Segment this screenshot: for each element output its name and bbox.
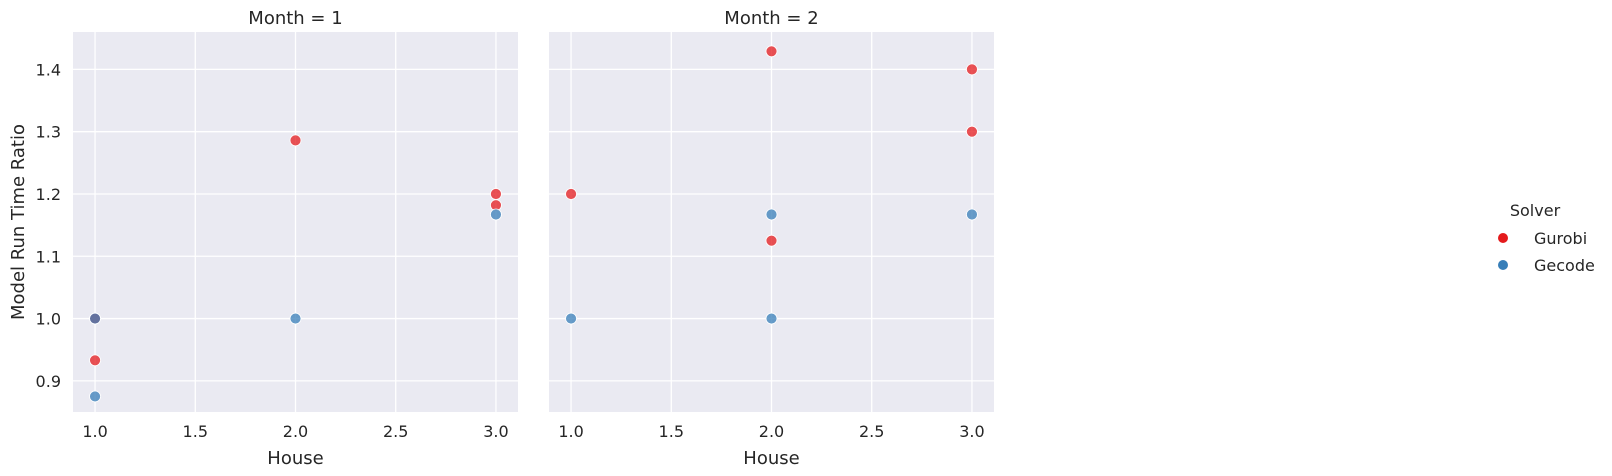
data-point-gecode xyxy=(89,390,101,403)
legend-marker-gecode xyxy=(1498,260,1508,270)
y-axis-label: Model Run Time Ratio xyxy=(8,124,29,320)
panel-month-2: 1.0 1.5 2.0 2.5 3.0 Month = 2 House xyxy=(549,8,994,469)
data-point-gecode xyxy=(765,312,778,325)
data-point-gurobi xyxy=(966,125,978,138)
x-tick-label: 1.0 xyxy=(82,422,107,441)
x-axis-label: House xyxy=(743,448,799,469)
y-tick-label: 1.2 xyxy=(36,185,61,204)
x-tick-label: 1.5 xyxy=(659,422,684,441)
data-point-gurobi xyxy=(89,354,101,367)
x-tick-label: 3.0 xyxy=(959,422,984,441)
x-axis-label: House xyxy=(267,448,323,469)
data-point-gecode xyxy=(565,312,577,325)
data-point-gecode xyxy=(89,312,101,325)
x-tick-label: 1.5 xyxy=(183,422,208,441)
data-point-gecode xyxy=(966,208,978,221)
x-tick-label: 3.0 xyxy=(483,422,508,441)
data-point-gurobi xyxy=(765,45,778,58)
panel-month-1: 1.0 1.5 2.0 2.5 3.0 0.9 1.0 1.1 1.2 1.3 1.4 Month =… xyxy=(8,8,518,469)
y-tick-label: 1.0 xyxy=(36,310,61,329)
x-tick-label: 2.5 xyxy=(859,422,884,441)
data-point-gecode xyxy=(490,208,502,221)
x-tick-label: 2.0 xyxy=(283,422,308,441)
data-point-gurobi xyxy=(565,188,577,200)
data-point-gurobi xyxy=(765,234,778,247)
legend-marker-gurobi xyxy=(1498,233,1508,243)
panel-title: Month = 1 xyxy=(248,8,342,29)
y-tick-label: 0.9 xyxy=(36,372,61,391)
panel-title: Month = 2 xyxy=(724,8,818,29)
x-tick-label: 1.0 xyxy=(558,422,583,441)
data-point-gurobi xyxy=(490,188,502,200)
legend-label-gurobi: Gurobi xyxy=(1534,229,1587,248)
data-point-gurobi xyxy=(966,63,978,76)
legend-label-gecode: Gecode xyxy=(1534,256,1595,275)
data-point-gecode xyxy=(765,208,778,221)
legend-title: Solver xyxy=(1510,201,1561,220)
x-tick-label: 2.5 xyxy=(383,422,408,441)
x-tick-label: 2.0 xyxy=(759,422,784,441)
y-tick-label: 1.3 xyxy=(36,123,61,142)
legend: Solver Gurobi Gecode xyxy=(1498,201,1595,275)
data-point-gecode xyxy=(289,312,302,325)
y-tick-label: 1.1 xyxy=(36,247,61,266)
data-point-gurobi xyxy=(289,134,302,147)
y-tick-label: 1.4 xyxy=(36,60,61,79)
